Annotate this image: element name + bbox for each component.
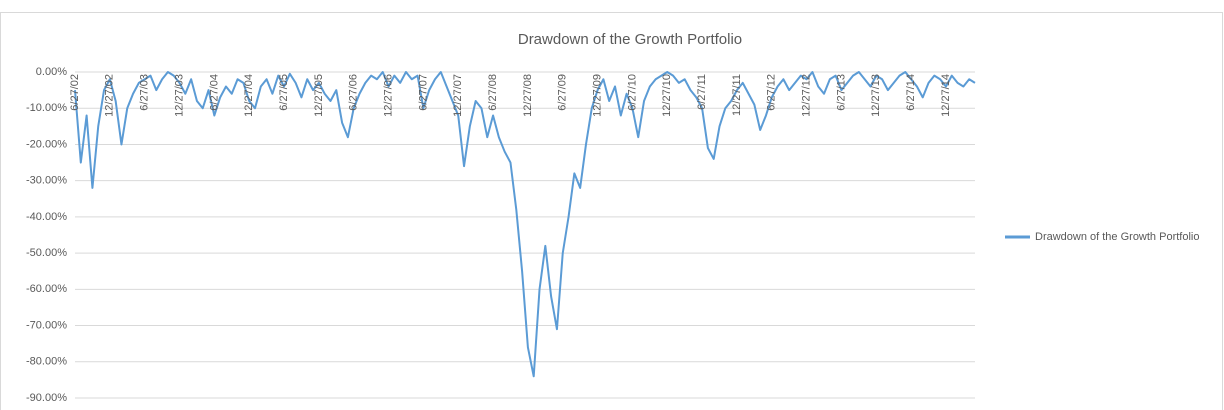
x-tick-label: 12/27/09: [591, 74, 603, 117]
y-tick-label: -20.00%: [26, 138, 67, 150]
y-tick-label: -60.00%: [26, 283, 67, 295]
x-tick-label: 6/27/07: [417, 74, 429, 111]
x-tick-label: 6/27/03: [139, 74, 151, 111]
x-tick-label: 6/27/02: [69, 74, 81, 111]
x-tick-label: 6/27/06: [348, 74, 360, 111]
x-tick-label: 12/27/06: [382, 74, 394, 117]
x-tick-label: 6/27/04: [208, 74, 220, 111]
chart-title: Drawdown of the Growth Portfolio: [518, 31, 742, 48]
x-tick-label: 12/27/12: [801, 74, 813, 117]
x-tick-label: 12/27/13: [870, 74, 882, 117]
x-tick-label: 6/27/10: [626, 74, 638, 111]
y-tick-label: -90.00%: [26, 392, 67, 404]
x-tick-label: 12/27/11: [731, 74, 743, 116]
y-tick-label: -80.00%: [26, 356, 67, 368]
y-tick-label: -10.00%: [26, 102, 67, 114]
y-tick-label: 0.00%: [36, 66, 67, 78]
legend-label: Drawdown of the Growth Portfolio: [1035, 231, 1199, 243]
x-tick-label: 12/27/10: [661, 74, 673, 117]
x-tick-label: 6/27/08: [487, 74, 499, 111]
x-tick-label: 6/27/09: [557, 74, 569, 111]
x-tick-label: 6/27/12: [766, 74, 778, 111]
x-tick-label: 12/27/05: [313, 74, 325, 117]
x-tick-label: 6/27/14: [905, 74, 917, 111]
x-tick-label: 12/27/02: [104, 74, 116, 117]
x-tick-label: 12/27/03: [173, 74, 185, 117]
data-line: [74, 71, 976, 378]
x-tick-label: 12/27/14: [940, 74, 952, 117]
x-tick-label: 12/27/07: [452, 74, 464, 117]
y-tick-label: -50.00%: [26, 247, 67, 259]
y-tick-label: -30.00%: [26, 175, 67, 187]
x-tick-label: 6/27/05: [278, 74, 290, 111]
x-tick-label: 6/27/11: [696, 74, 708, 110]
x-tick-label: 12/27/04: [243, 74, 255, 117]
x-tick-label: 12/27/08: [522, 74, 534, 117]
chart-border: [0, 12, 1223, 410]
x-tick-label: 6/27/13: [835, 74, 847, 111]
y-tick-label: -40.00%: [26, 211, 67, 223]
y-tick-label: -70.00%: [26, 319, 67, 331]
